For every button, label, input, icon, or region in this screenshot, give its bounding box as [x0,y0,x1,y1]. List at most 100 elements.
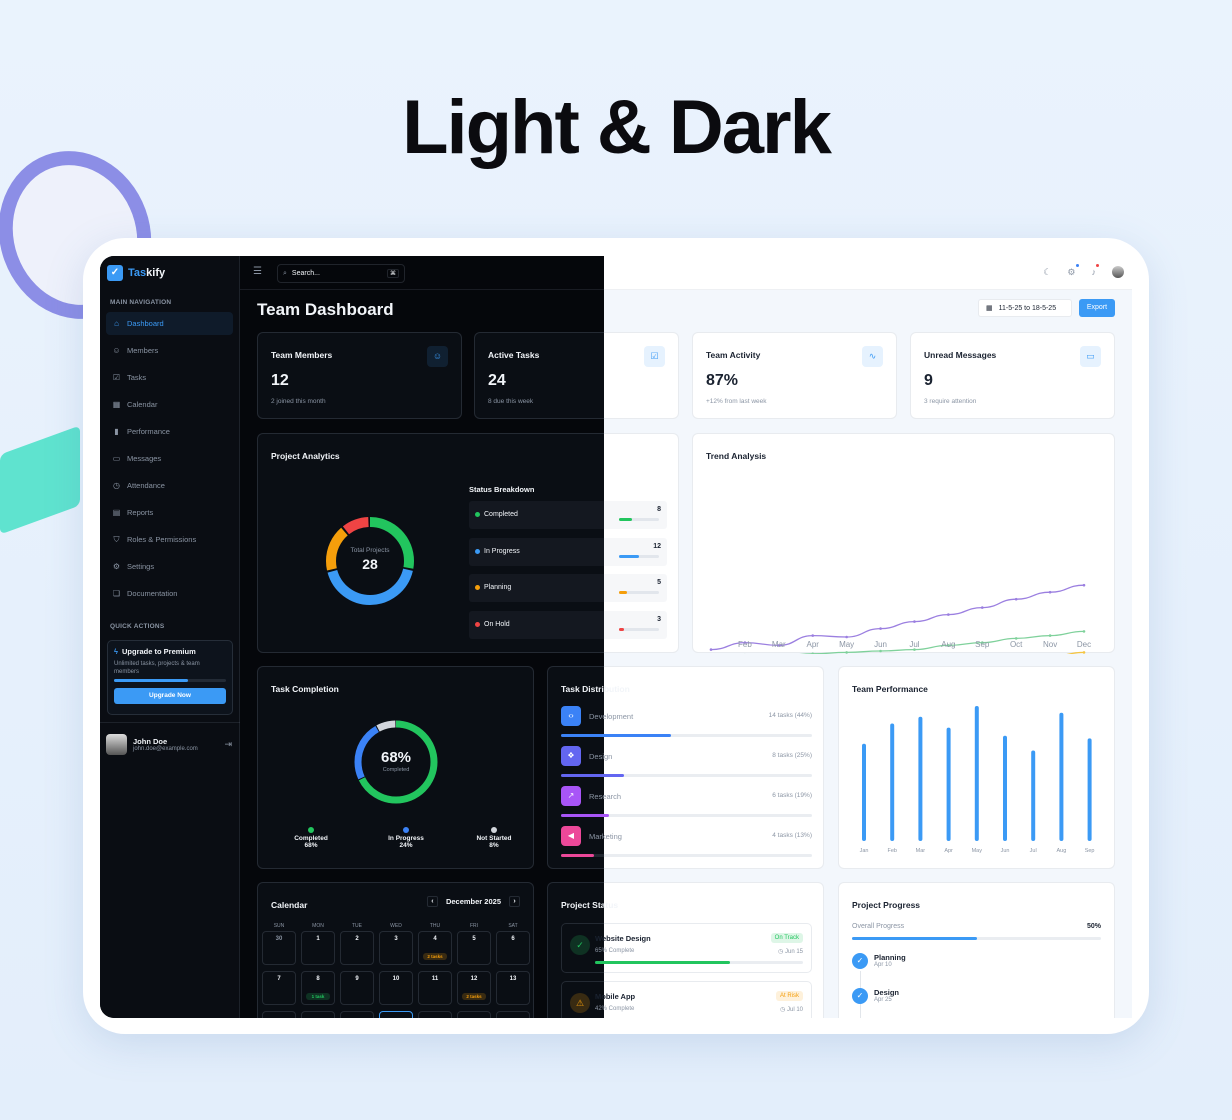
legend-label: Completed [294,835,328,842]
sidebar-item-messages[interactable]: ▭ Messages [106,447,233,470]
search-icon: ⌕ [283,269,287,277]
calendar-day[interactable]: 3 [379,931,413,965]
due-date-text: Jun 15 [784,949,803,955]
calendar-day[interactable]: 11 [418,971,452,1005]
user-profile[interactable]: John Doe john.doe@example.com ⇥ [100,722,240,766]
weekday-label: THU [429,923,441,929]
logo[interactable]: ✓ Taskify [107,265,165,281]
performance-bar [1003,735,1007,841]
performance-bar [890,723,895,841]
section-label: QUICK ACTIONS [110,623,165,630]
promo-desc: Unlimited tasks, projects & team members [114,661,200,675]
trend-point [1014,637,1018,640]
stat-sub: 3 require attention [924,398,977,405]
day-number: 13 [509,976,517,982]
bolt-icon: ϟ [114,647,118,656]
calendar-day[interactable]: 2 [340,931,374,965]
logout-icon[interactable]: ⇥ [224,739,232,749]
bell-icon[interactable]: ♪ [1092,264,1099,277]
stat-sub: 2 joined this month [271,398,326,405]
performance-bar [918,716,923,841]
calendar-day[interactable] [418,1011,452,1018]
calendar-day[interactable] [340,1011,374,1018]
sidebar-item-documentation[interactable]: ❏ Documentation [106,582,233,605]
project-status-item[interactable]: ⚠ Mobile App 42% Complete At Risk ◷ Jul 10 [561,981,812,1018]
card-title: Trend Analysis [706,451,767,461]
sidebar-item-settings[interactable]: ⚙ Settings [106,555,233,578]
calendar-day[interactable]: 5 [457,931,491,965]
date-range-picker[interactable]: ▦ 11-5-25 to 18-5-25 [978,299,1072,317]
logo-text-a: Tas [128,267,147,279]
distribution-row: ‹› Development 14 tasks (44%) [561,706,812,737]
calendar-day[interactable]: 8 1 task [301,971,335,1005]
x-tick-label: May [972,848,983,854]
sidebar-item-roles-permissions[interactable]: ⛉ Roles & Permissions [106,528,233,551]
task-badge: 1 task [306,993,330,1000]
sidebar-item-tasks[interactable]: ☑ Tasks [106,366,233,389]
prev-month-button[interactable]: ‹ [426,896,438,907]
trend-chart: Feb Mar Apr May Jun Jul Aug Sep Oct Nov Dec [709,583,1091,654]
trend-point [1048,590,1052,594]
category-count: 6 tasks (19%) [772,792,812,799]
category-label: Development [589,712,634,721]
calendar-day[interactable]: 10 [379,971,413,1005]
calendar-day[interactable]: 1 [301,931,335,965]
calendar-day[interactable]: 12 2 tasks [457,971,491,1005]
sidebar-item-label: Calendar [127,400,158,409]
export-button[interactable]: Export [1079,299,1115,317]
category-count: 14 tasks (44%) [768,712,812,719]
category-count: 4 tasks (13%) [772,832,812,839]
sidebar: ✓ Taskify MAIN NAVIGATION ⌂ Dashboard ☺ Memb… [100,256,240,1018]
donut-label: Total Projects [350,547,390,554]
next-month-button[interactable]: › [509,896,520,907]
weekday-label: TUE [352,923,362,929]
sidebar-item-attendance[interactable]: ◷ Attendance [106,474,233,497]
card-title: Team Performance [852,684,928,694]
sidebar-item-label: Reports [127,508,154,517]
x-tick-label: Jan [860,848,869,854]
stat-value: 24 [488,372,506,389]
upgrade-button[interactable]: Upgrade Now [114,688,226,704]
calendar-day[interactable] [262,1011,296,1018]
calendar-day[interactable]: 30 [262,931,296,965]
project-status-card: Project Status ✓ Website Design 65% Comple… [547,882,824,1018]
calendar-day[interactable]: 9 [340,971,374,1005]
legend-item: Not Started 8% [464,827,524,849]
sidebar-item-members[interactable]: ☺ Members [106,339,233,362]
donut-value: 28 [362,556,378,572]
calendar-day[interactable]: 13 [496,971,530,1005]
search-placeholder: Search... [291,270,320,277]
category-icon: ‹› [561,706,581,726]
stat-card: Unread Messages ▭ 9 3 require attention [910,332,1115,419]
card-title: Project Analytics [271,451,340,461]
calendar-day[interactable]: 6 [496,931,530,965]
project-status-item[interactable]: ✓ Website Design 65% Complete On Track ◷ Jun… [561,923,812,973]
calendar-day[interactable] [457,1011,491,1018]
calendar-day[interactable] [379,1011,413,1018]
task-completion-card: Task Completion 68% Completed Completed 6… [257,666,534,869]
project-name: Mobile App [595,992,636,1001]
day-number: 3 [394,936,398,942]
x-tick-label: Dec [1077,640,1091,649]
status-count: 3 [657,616,661,624]
gear-icon[interactable]: ⚙ [1067,263,1079,278]
calendar-day[interactable]: 4 2 tasks [418,931,452,965]
day-number: 5 [472,936,476,942]
sidebar-item-calendar[interactable]: ▦ Calendar [106,393,233,416]
search-input[interactable]: ⌕ Search... ⌘ [277,264,405,283]
avatar[interactable] [1112,266,1124,278]
sidebar-item-performance[interactable]: ▮ Performance [106,420,233,443]
calendar-day[interactable] [301,1011,335,1018]
status-label: Completed [484,511,518,518]
moon-icon[interactable]: ☾ [1043,266,1052,277]
sidebar-item-dashboard[interactable]: ⌂ Dashboard [106,312,233,335]
day-number: 6 [511,936,515,942]
calendar-day[interactable] [496,1011,530,1018]
calendar-day[interactable]: 7 [262,971,296,1005]
trend-point [879,649,882,653]
menu-icon[interactable]: ☰ [253,266,262,277]
nav-icon: ▤ [112,508,121,517]
x-tick-label: Mar [916,848,926,854]
sidebar-item-reports[interactable]: ▤ Reports [106,501,233,524]
promo-title: Upgrade to Premium [121,647,196,656]
